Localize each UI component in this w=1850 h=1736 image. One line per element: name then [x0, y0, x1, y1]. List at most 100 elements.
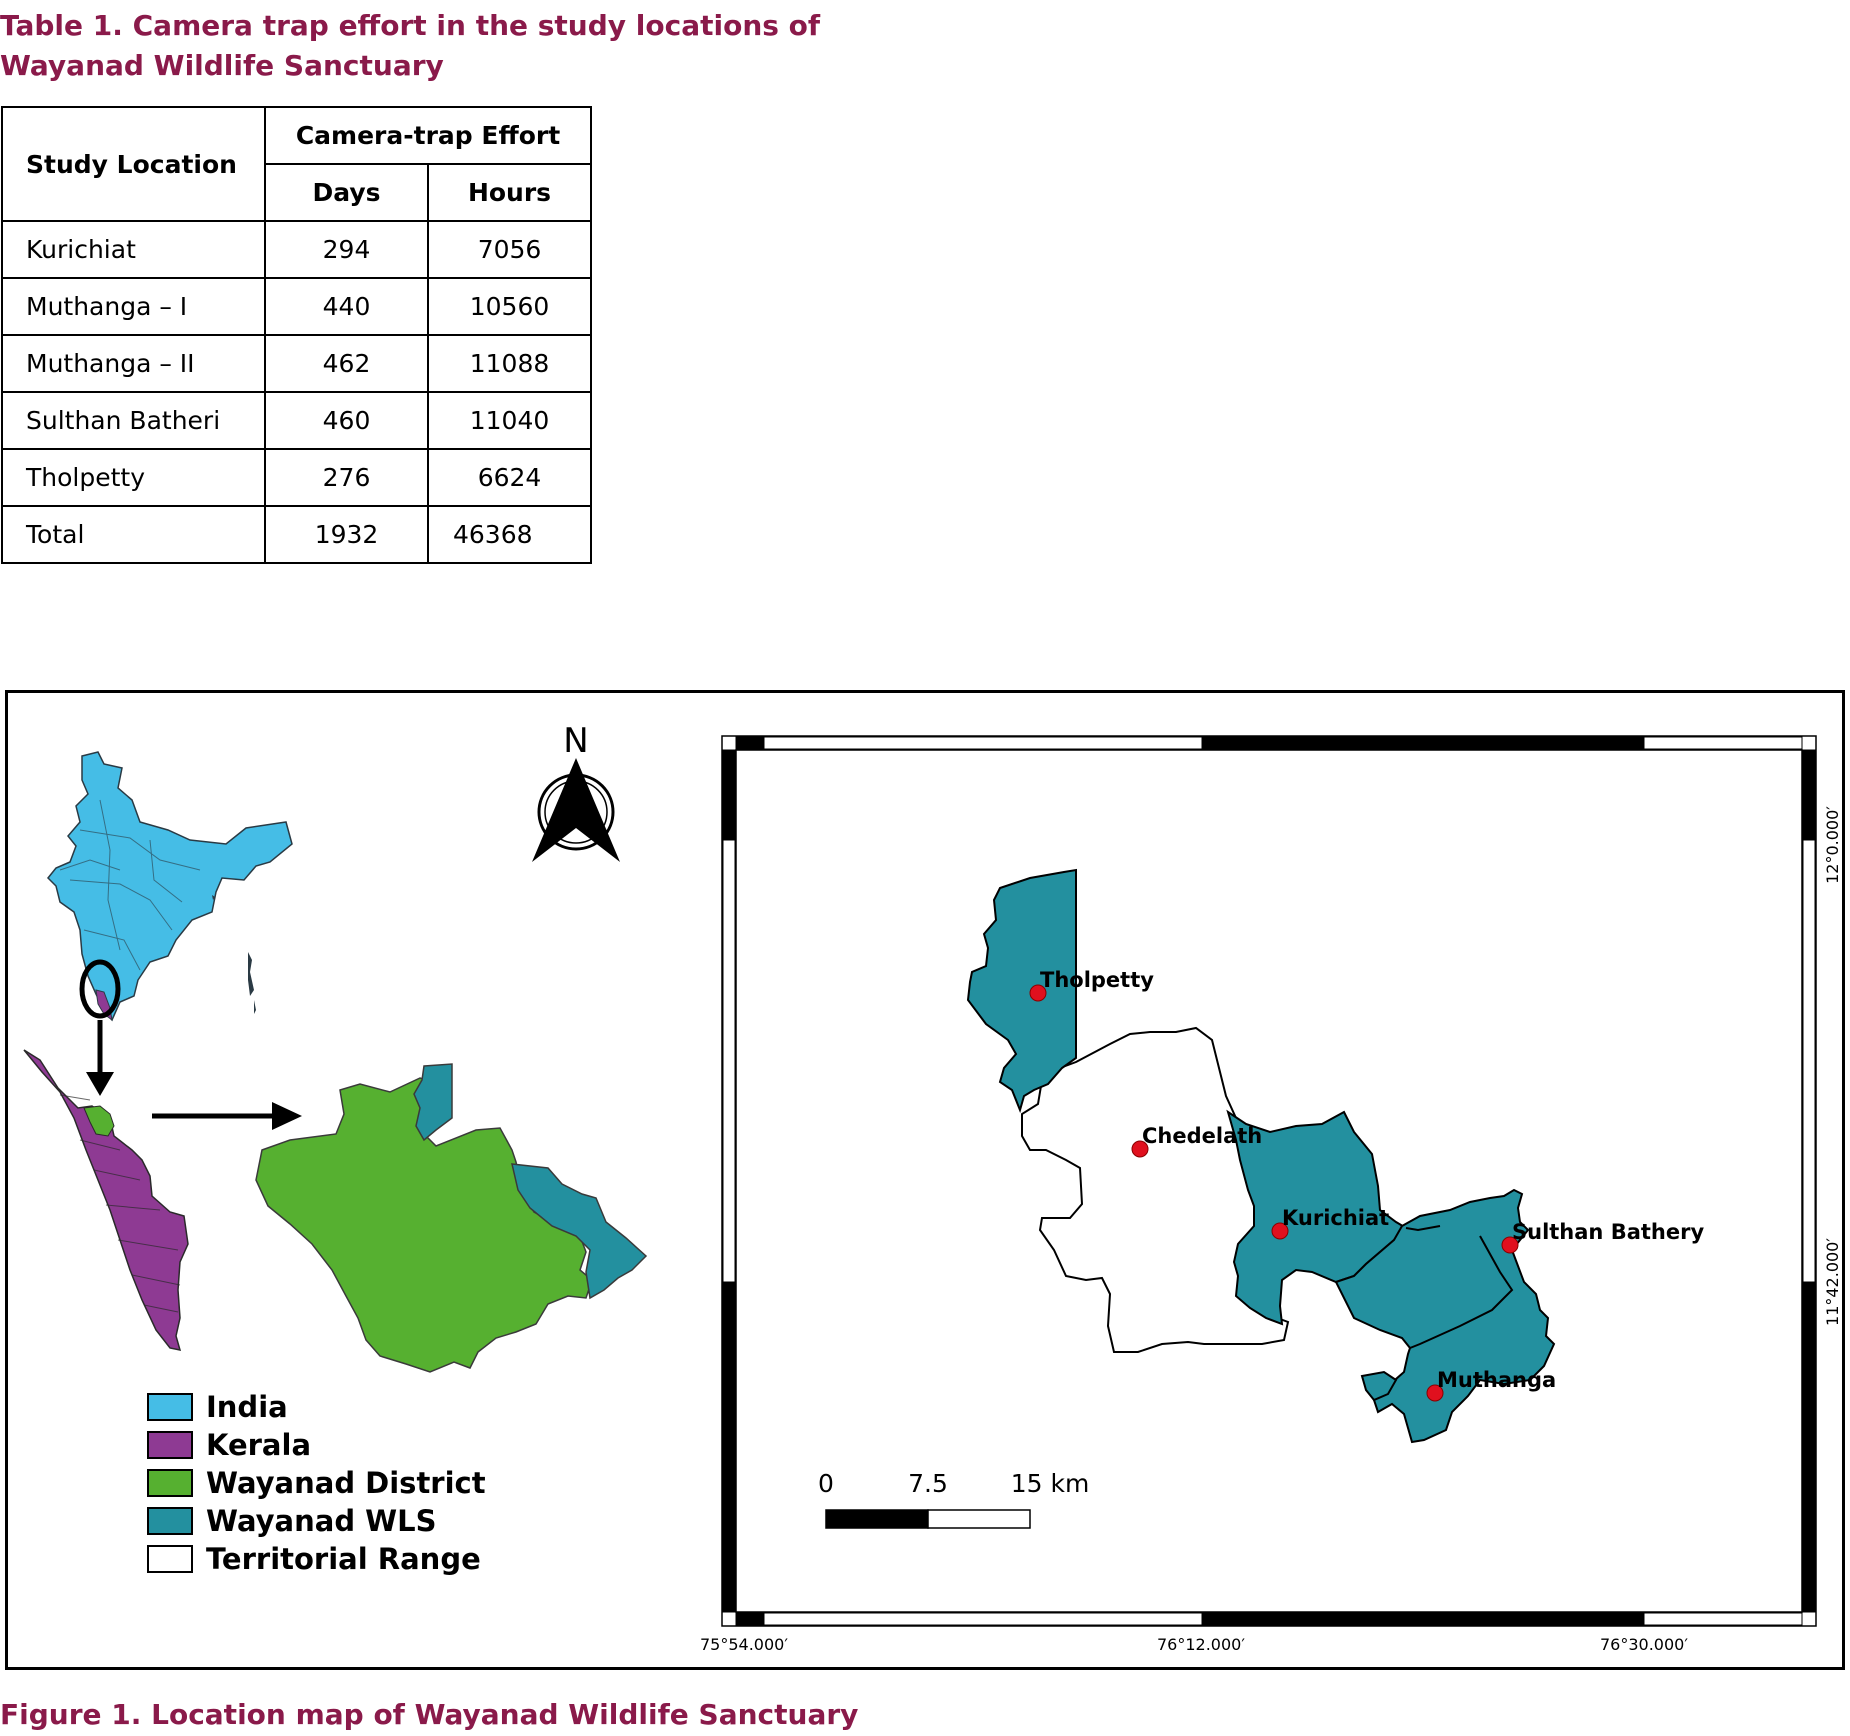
table-total-row: Total 1932 46368	[1, 505, 592, 564]
scale-label-mid: 7.5	[908, 1469, 948, 1498]
longitude-label: 75°54.000′	[700, 1635, 788, 1654]
cell-location: Muthanga – I	[1, 277, 266, 336]
map-inner-frame	[735, 749, 1803, 1613]
frame-bar-top	[1643, 736, 1803, 750]
cell-hours: 7056	[427, 220, 592, 279]
table-row: Muthanga – II 462 11088	[1, 334, 592, 393]
frame-bar-bottom	[1201, 1612, 1645, 1626]
legend-swatch	[147, 1469, 193, 1497]
island-shape	[212, 895, 215, 900]
cell-hours: 6624	[427, 448, 592, 507]
kerala-inset-map	[23, 1049, 302, 1351]
header-days: Days	[264, 163, 429, 222]
cell-days: 460	[264, 391, 429, 450]
site-label-chedelath: Chedelath	[1142, 1124, 1262, 1148]
latitude-label: 11°42.000′	[1823, 1238, 1842, 1326]
india-shape	[46, 751, 293, 1022]
wayanad-district-shape	[255, 1077, 593, 1373]
map-legend: India Kerala Wayanad District Wayanad WLS Te…	[147, 1390, 486, 1576]
cell-location: Tholpetty	[1, 448, 266, 507]
muthanga-inlet-shape	[1360, 1370, 1398, 1402]
down-arrow-head	[86, 1072, 114, 1096]
frame-bar-left	[722, 839, 736, 1283]
wayanad-wls-east-shape	[511, 1163, 648, 1300]
site-label-sulthan_bathery: Sulthan Bathery	[1512, 1220, 1704, 1244]
frame-bar-bottom	[735, 1612, 765, 1626]
cell-days: 440	[264, 277, 429, 336]
cell-hours: 11088	[427, 334, 592, 393]
cell-total-days: 1932	[264, 505, 429, 564]
territorial-range-shape	[1021, 1026, 1290, 1353]
header-camera-trap-effort: Camera-trap Effort	[264, 106, 592, 165]
legend-swatch	[147, 1507, 193, 1535]
legend-swatch	[147, 1545, 193, 1573]
kerala-shape	[23, 1049, 189, 1351]
frame-bar-left	[722, 749, 736, 841]
scale-bar: 0 7.5 15 km	[818, 1469, 1090, 1529]
figure-frame	[5, 690, 1845, 1670]
latitude-label: 12°0.000′	[1823, 806, 1842, 884]
table-row: Sulthan Batheri 460 11040	[1, 391, 592, 450]
site-marker-chedelath	[1131, 1140, 1149, 1158]
legend-label: Territorial Range	[206, 1542, 481, 1576]
frame-bar-right	[1802, 749, 1816, 841]
frame-bar-top	[1201, 736, 1645, 750]
cell-location: Muthanga – II	[1, 334, 266, 393]
site-marker-tholpetty	[1029, 984, 1047, 1002]
cell-days: 294	[264, 220, 429, 279]
table-row: Tholpetty 276 6624	[1, 448, 592, 507]
cell-location: Sulthan Batheri	[1, 391, 266, 450]
district-boundaries	[59, 1094, 181, 1313]
main-map: Tholpetty Chedelath Kurichiat Sulthan Bathe…	[700, 735, 1842, 1654]
frame-bar-top	[763, 736, 1203, 750]
north-label: N	[563, 721, 588, 761]
cell-days: 276	[264, 448, 429, 507]
india-inset-map	[46, 751, 293, 1096]
frame-bar-right	[1802, 839, 1816, 1283]
legend-label: Wayanad WLS	[206, 1504, 437, 1538]
right-arrow-head	[272, 1102, 302, 1130]
legend-swatch	[147, 1431, 193, 1459]
frame-bar-right	[1802, 1281, 1816, 1613]
cell-hours: 11040	[427, 391, 592, 450]
site-label-kurichiat: Kurichiat	[1282, 1206, 1389, 1230]
legend-label: India	[206, 1390, 288, 1424]
site-marker-sulthan_bathery	[1501, 1236, 1519, 1254]
frame-bar-top	[735, 736, 765, 750]
kurichiat-range-shape	[1226, 1109, 1408, 1326]
table-row: Kurichiat 294 7056	[1, 220, 592, 279]
north-arrow: N	[532, 721, 620, 862]
table-caption: Table 1. Camera trap effort in the study…	[0, 9, 821, 82]
figure-caption: Figure 1. Location map of Wayanad Wildli…	[0, 1698, 859, 1731]
scale-label-end: 15 km	[1011, 1469, 1090, 1498]
cell-total-hours: 46368	[427, 505, 592, 564]
scale-bar-black-segment	[825, 1509, 929, 1529]
cell-hours: 10560	[427, 277, 592, 336]
site-label-tholpetty: Tholpetty	[1040, 968, 1154, 992]
sulthan-bathery-range-shape	[1334, 1188, 1556, 1444]
scale-bar-white-segment	[927, 1509, 1031, 1529]
frame-bar-bottom	[1643, 1612, 1803, 1626]
wayanad-district-inset-map	[255, 1063, 648, 1373]
wayanad-district-small-shape	[83, 1105, 115, 1137]
range-divider-line	[1405, 1225, 1514, 1349]
site-label-muthanga: Muthanga	[1437, 1368, 1556, 1392]
site-markers: Tholpetty Chedelath Kurichiat Sulthan Bathe…	[1029, 968, 1704, 1402]
map-outer-frame	[721, 735, 1817, 1627]
header-hours: Hours	[427, 163, 592, 222]
longitude-label: 76°30.000′	[1600, 1635, 1688, 1654]
longitude-label: 76°12.000′	[1157, 1635, 1245, 1654]
legend-swatch	[147, 1393, 193, 1421]
scale-label-zero: 0	[818, 1469, 834, 1498]
tholpetty-range-shape	[966, 868, 1077, 1114]
legend-label: Wayanad District	[206, 1466, 486, 1500]
header-study-location: Study Location	[1, 106, 266, 222]
north-arrow-head	[532, 758, 620, 862]
site-marker-kurichiat	[1271, 1222, 1289, 1240]
frame-bar-left	[722, 1281, 736, 1613]
legend-label: Kerala	[206, 1428, 311, 1462]
cell-location: Kurichiat	[1, 220, 266, 279]
island-shape	[248, 952, 254, 996]
camera-trap-effort-table: Study Location Camera-trap Effort Days H…	[1, 106, 592, 564]
cell-total-label: Total	[1, 505, 266, 564]
